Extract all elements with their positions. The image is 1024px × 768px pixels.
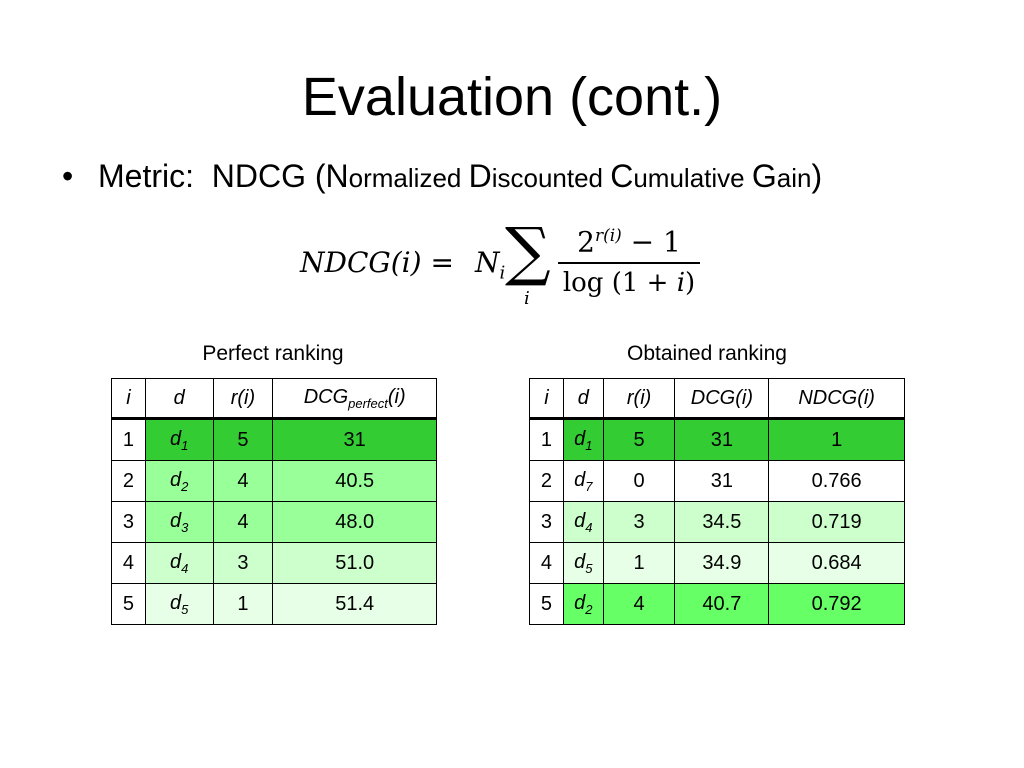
table-row: 4 d4 3 51.0 [111, 542, 437, 584]
table-row: 1 d1 5 31 [111, 418, 437, 461]
cell-r: 1 [212, 583, 274, 625]
cell-d: d5 [562, 542, 604, 584]
cell-dcg: 51.4 [272, 583, 437, 625]
header-i: i [529, 378, 564, 420]
cell-r: 4 [212, 460, 274, 502]
formula-normalizer: Ni [475, 246, 506, 284]
metric-text-8: ain [776, 163, 812, 193]
ndcg-formula: NDCG(i) = Ni ∑ i 2r(i) − 1 log (1 + i) [300, 214, 720, 314]
cell-i: 2 [529, 460, 564, 502]
obtained-ranking-table: i d r(i) DCG(i) NDCG(i) 1 d1 5 31 1 2 d7… [529, 378, 905, 625]
cell-dcg: 31 [272, 418, 437, 461]
summation-index: i [524, 288, 530, 309]
cell-i: 1 [529, 418, 564, 461]
table-header-row: i d r(i) DCGperfect(i) [111, 378, 437, 420]
metric-text-4: iscounted [491, 163, 611, 193]
cell-dcg: 51.0 [272, 542, 437, 584]
metric-text-1: NDCG (N [211, 158, 349, 194]
cell-i: 5 [529, 583, 564, 625]
header-d: d [144, 378, 214, 420]
cell-dcg: 34.9 [674, 542, 770, 584]
perfect-ranking-table: i d r(i) DCGperfect(i) 1 d1 5 31 2 d2 4 … [111, 378, 437, 625]
metric-text-5: C [610, 158, 634, 194]
cell-i: 3 [529, 501, 564, 543]
table-row: 2 d7 0 31 0.766 [529, 460, 905, 502]
obtained-ranking-caption: Obtained ranking [627, 342, 787, 365]
header-ndcg: NDCG(i) [768, 378, 905, 420]
header-dcg-perfect: DCGperfect(i) [272, 378, 437, 420]
cell-d: d1 [562, 418, 604, 461]
cell-r: 3 [602, 501, 676, 543]
metric-text-6: umulative [633, 163, 752, 193]
formula-numerator: 2r(i) − 1 [577, 225, 681, 259]
slide-title: Evaluation (cont.) [301, 67, 723, 127]
cell-i: 1 [111, 418, 146, 461]
table-row: 3 d4 3 34.5 0.719 [529, 501, 905, 543]
cell-i: 4 [529, 542, 564, 584]
cell-d: d7 [562, 460, 604, 502]
table-row: 4 d5 1 34.9 0.684 [529, 542, 905, 584]
cell-dcg: 31 [674, 460, 770, 502]
cell-r: 5 [602, 418, 676, 461]
bullet-dot-icon: • [62, 158, 74, 194]
cell-ndcg: 1 [768, 418, 905, 461]
header-r: r(i) [602, 378, 676, 420]
table-row: 3 d3 4 48.0 [111, 501, 437, 543]
metric-text-9: ) [811, 158, 823, 194]
cell-d: d1 [144, 418, 214, 461]
cell-r: 4 [602, 583, 676, 625]
cell-d: d5 [144, 583, 214, 625]
cell-dcg: 48.0 [272, 501, 437, 543]
cell-r: 0 [602, 460, 676, 502]
formula-fraction: 2r(i) − 1 log (1 + i) [558, 218, 700, 300]
cell-ndcg: 0.684 [768, 542, 905, 584]
metric-bullet: • Metric: NDCG (Normalized Discounted Cum… [62, 154, 822, 200]
cell-r: 5 [212, 418, 274, 461]
table-row: 5 d5 1 51.4 [111, 583, 437, 625]
header-dcg: DCG(i) [674, 378, 770, 420]
metric-label: Metric: [98, 158, 194, 194]
metric-text-7: G [751, 158, 777, 194]
formula-denominator: log (1 + i) [562, 268, 696, 299]
cell-d: d4 [562, 501, 604, 543]
cell-ndcg: 0.766 [768, 460, 905, 502]
cell-d: d3 [144, 501, 214, 543]
perfect-ranking-caption: Perfect ranking [202, 342, 344, 365]
cell-r: 4 [212, 501, 274, 543]
table-row: 2 d2 4 40.5 [111, 460, 437, 502]
cell-r: 3 [212, 542, 274, 584]
table-header-row: i d r(i) DCG(i) NDCG(i) [529, 378, 905, 420]
formula-lhs: NDCG(i) = [300, 246, 454, 279]
cell-dcg: 34.5 [674, 501, 770, 543]
cell-i: 2 [111, 460, 146, 502]
cell-d: d2 [144, 460, 214, 502]
cell-i: 5 [111, 583, 146, 625]
cell-ndcg: 0.719 [768, 501, 905, 543]
cell-d: d2 [562, 583, 604, 625]
cell-r: 1 [602, 542, 676, 584]
cell-i: 3 [111, 501, 146, 543]
cell-dcg: 40.7 [674, 583, 770, 625]
fraction-bar [558, 262, 700, 265]
cell-i: 4 [111, 542, 146, 584]
metric-text-2: ormalized [348, 163, 469, 193]
table-row: 1 d1 5 31 1 [529, 418, 905, 461]
cell-d: d4 [144, 542, 214, 584]
cell-dcg: 31 [674, 418, 770, 461]
cell-dcg: 40.5 [272, 460, 437, 502]
metric-text-3: D [468, 158, 492, 194]
header-r: r(i) [212, 378, 274, 420]
summation-icon: ∑ [505, 215, 551, 289]
cell-ndcg: 0.792 [768, 583, 905, 625]
header-d: d [562, 378, 604, 420]
header-i: i [111, 378, 146, 420]
table-row: 5 d2 4 40.7 0.792 [529, 583, 905, 625]
